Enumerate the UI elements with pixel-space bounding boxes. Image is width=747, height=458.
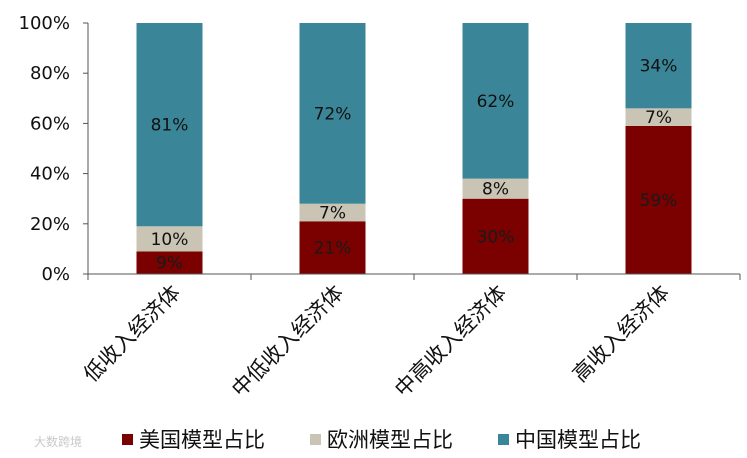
x-category-label: 低收入经济体 <box>79 281 185 387</box>
bar-segment <box>625 108 692 126</box>
bar-segment <box>462 23 529 179</box>
data-label: 8% <box>482 180 509 200</box>
data-label: 59% <box>640 191 678 211</box>
legend-label: 欧洲模型占比 <box>327 428 453 452</box>
x-category-label: 中高收入经济体 <box>390 281 511 402</box>
data-label: 81% <box>151 116 189 136</box>
data-label: 34% <box>640 57 678 77</box>
watermark-text: 大数跨境 <box>34 434 82 449</box>
bar-segment <box>625 23 692 109</box>
legend-label: 中国模型占比 <box>515 428 641 452</box>
legend-label: 美国模型占比 <box>139 428 265 452</box>
legend: 美国模型占比 欧洲模型占比 中国模型占比 <box>122 428 641 452</box>
bars-group <box>136 23 692 274</box>
bar-segment <box>462 178 529 199</box>
bar-segment <box>625 125 692 274</box>
legend-swatch <box>498 434 509 445</box>
data-label: 30% <box>477 227 515 247</box>
data-label: 21% <box>314 239 352 259</box>
data-label: 10% <box>151 230 189 250</box>
bar-segment <box>136 251 203 274</box>
bar-segment <box>299 203 366 222</box>
legend-swatch <box>310 434 321 445</box>
x-category-label: 中低收入经济体 <box>227 281 348 402</box>
x-category-label: 高收入经济体 <box>568 281 674 387</box>
data-label: 72% <box>314 104 352 124</box>
y-tick-label: 80% <box>30 63 70 84</box>
y-tick-label: 60% <box>30 113 70 134</box>
data-labels-group: 9% 10% 81% 21% 7% 72% 30% 8% 62% 59% 7% 34% <box>151 57 678 274</box>
bar-segment <box>136 226 203 252</box>
data-label: 7% <box>645 108 672 128</box>
bar-segment <box>462 198 529 274</box>
y-tick-label: 0% <box>41 264 70 285</box>
data-label: 62% <box>477 92 515 112</box>
bar-segment <box>299 221 366 274</box>
bar-segment <box>299 23 366 204</box>
y-tick-label: 20% <box>30 214 70 235</box>
data-label: 7% <box>319 204 346 224</box>
y-tick-label: 100% <box>19 13 70 34</box>
y-tick-label: 40% <box>30 164 70 185</box>
legend-swatch <box>122 434 133 445</box>
bar-segment <box>136 23 203 227</box>
data-label: 9% <box>156 254 183 274</box>
